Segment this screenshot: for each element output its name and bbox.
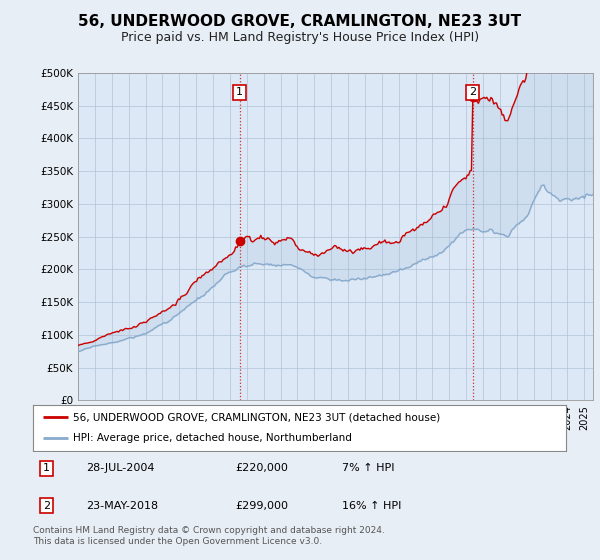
Text: 28-JUL-2004: 28-JUL-2004: [86, 464, 155, 473]
Text: 1: 1: [43, 464, 50, 473]
Text: £299,000: £299,000: [235, 501, 289, 511]
Text: 16% ↑ HPI: 16% ↑ HPI: [342, 501, 401, 511]
Text: 1: 1: [236, 87, 243, 97]
Text: 23-MAY-2018: 23-MAY-2018: [86, 501, 158, 511]
Text: 7% ↑ HPI: 7% ↑ HPI: [342, 464, 395, 473]
Text: £220,000: £220,000: [235, 464, 289, 473]
Text: 2: 2: [469, 87, 476, 97]
Text: Contains HM Land Registry data © Crown copyright and database right 2024.
This d: Contains HM Land Registry data © Crown c…: [33, 526, 385, 546]
Text: 56, UNDERWOOD GROVE, CRAMLINGTON, NE23 3UT (detached house): 56, UNDERWOOD GROVE, CRAMLINGTON, NE23 3…: [73, 412, 440, 422]
Text: 2: 2: [43, 501, 50, 511]
Text: 56, UNDERWOOD GROVE, CRAMLINGTON, NE23 3UT: 56, UNDERWOOD GROVE, CRAMLINGTON, NE23 3…: [79, 14, 521, 29]
Text: Price paid vs. HM Land Registry's House Price Index (HPI): Price paid vs. HM Land Registry's House …: [121, 31, 479, 44]
Text: HPI: Average price, detached house, Northumberland: HPI: Average price, detached house, Nort…: [73, 433, 352, 444]
